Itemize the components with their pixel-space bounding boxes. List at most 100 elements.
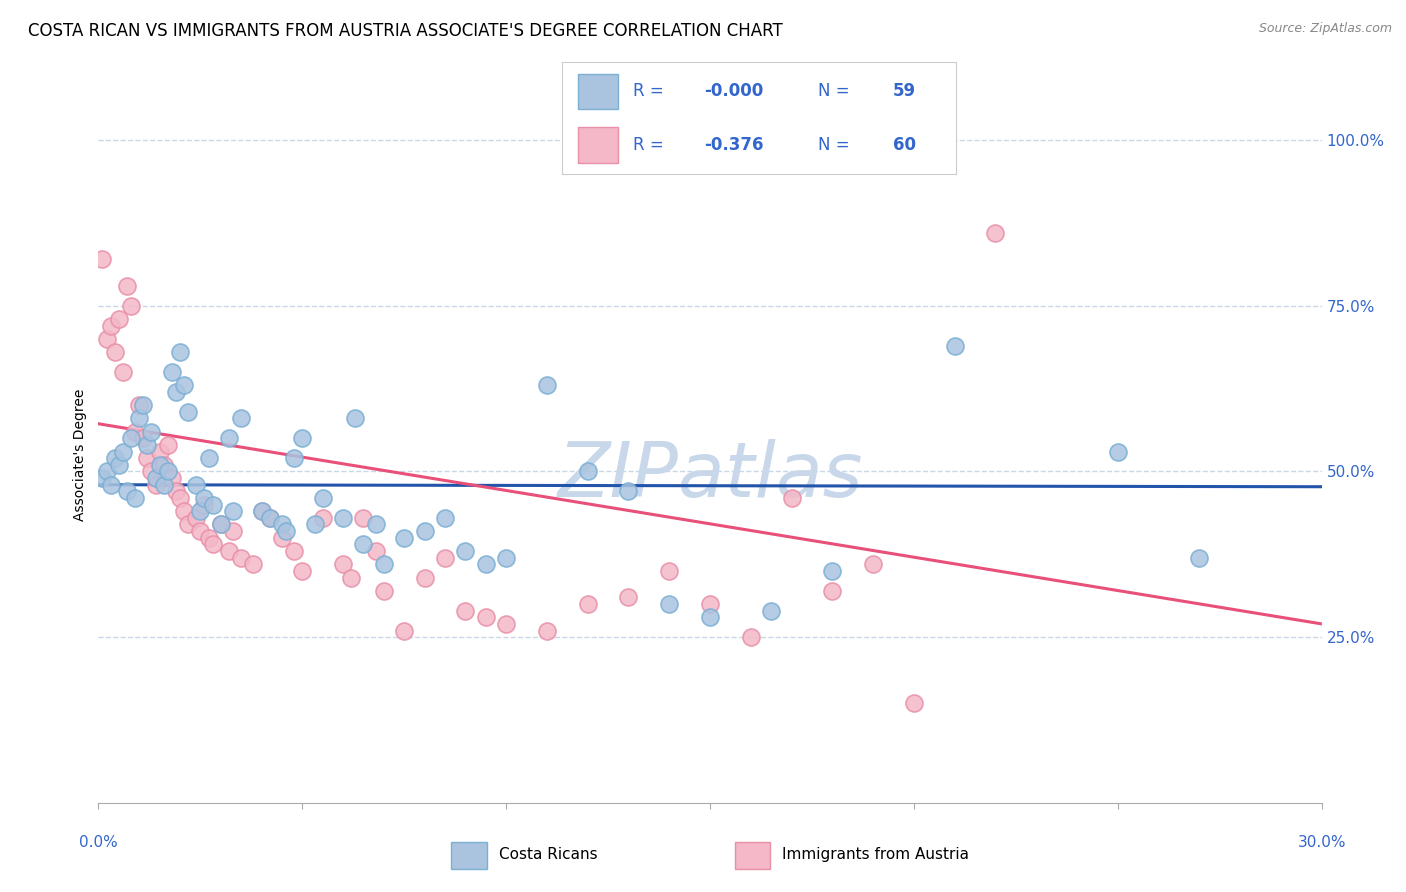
- Bar: [735, 842, 770, 869]
- Point: [120, 299, 142, 313]
- Point: [617, 484, 640, 499]
- Point: [250, 504, 273, 518]
- Point: [201, 498, 224, 512]
- Point: [132, 431, 155, 445]
- Point: [141, 465, 163, 479]
- Point: [100, 477, 122, 491]
- Point: [108, 458, 131, 472]
- Point: [141, 425, 163, 439]
- Point: [108, 312, 131, 326]
- Point: [124, 425, 146, 439]
- Point: [291, 564, 314, 578]
- Point: [197, 451, 219, 466]
- Point: [96, 332, 118, 346]
- Point: [291, 431, 314, 445]
- Text: -0.376: -0.376: [704, 136, 763, 154]
- Point: [111, 444, 134, 458]
- Point: [312, 491, 335, 505]
- Point: [104, 451, 127, 466]
- Point: [218, 544, 240, 558]
- Point: [177, 405, 200, 419]
- Point: [434, 511, 457, 525]
- Point: [761, 604, 783, 618]
- Point: [136, 451, 159, 466]
- Text: COSTA RICAN VS IMMIGRANTS FROM AUSTRIA ASSOCIATE'S DEGREE CORRELATION CHART: COSTA RICAN VS IMMIGRANTS FROM AUSTRIA A…: [28, 22, 783, 40]
- Point: [283, 544, 305, 558]
- Point: [536, 624, 558, 638]
- Point: [188, 524, 212, 538]
- Text: N =: N =: [818, 136, 855, 154]
- Point: [903, 697, 925, 711]
- Point: [699, 597, 721, 611]
- Point: [373, 583, 395, 598]
- Point: [495, 550, 517, 565]
- Point: [1188, 550, 1211, 565]
- Text: 0.0%: 0.0%: [79, 836, 118, 850]
- Point: [312, 511, 335, 525]
- Point: [160, 365, 183, 379]
- Point: [242, 558, 264, 572]
- Point: [943, 338, 966, 352]
- Point: [149, 458, 172, 472]
- Point: [165, 384, 187, 399]
- Point: [165, 484, 187, 499]
- Bar: [578, 74, 617, 109]
- Text: Costa Ricans: Costa Ricans: [499, 847, 598, 862]
- Point: [274, 524, 297, 538]
- Point: [222, 524, 245, 538]
- Point: [576, 597, 599, 611]
- Point: [197, 531, 219, 545]
- Point: [91, 471, 114, 485]
- Point: [173, 504, 195, 518]
- Point: [169, 345, 191, 359]
- Point: [96, 465, 118, 479]
- Point: [364, 517, 387, 532]
- Point: [132, 398, 155, 412]
- Point: [259, 511, 281, 525]
- Point: [156, 465, 179, 479]
- Point: [495, 616, 517, 631]
- Point: [283, 451, 305, 466]
- Y-axis label: Associate's Degree: Associate's Degree: [73, 389, 87, 521]
- Point: [231, 411, 253, 425]
- Point: [193, 498, 215, 512]
- Text: ZIPatlas: ZIPatlas: [557, 439, 863, 513]
- Point: [304, 517, 326, 532]
- Point: [340, 570, 363, 584]
- Point: [862, 558, 884, 572]
- Bar: [578, 127, 617, 162]
- Point: [699, 610, 721, 624]
- Point: [364, 544, 387, 558]
- Text: Source: ZipAtlas.com: Source: ZipAtlas.com: [1258, 22, 1392, 36]
- Point: [231, 550, 253, 565]
- Point: [434, 550, 457, 565]
- Point: [193, 491, 215, 505]
- Point: [344, 411, 367, 425]
- Point: [115, 484, 138, 499]
- Point: [160, 471, 183, 485]
- Text: N =: N =: [818, 82, 855, 101]
- Point: [188, 504, 212, 518]
- Point: [177, 517, 200, 532]
- Point: [413, 570, 436, 584]
- Point: [270, 531, 294, 545]
- Point: [186, 511, 208, 525]
- Point: [658, 597, 681, 611]
- Point: [474, 558, 498, 572]
- Point: [259, 511, 281, 525]
- Point: [91, 252, 114, 267]
- Point: [373, 558, 395, 572]
- Point: [821, 564, 844, 578]
- Point: [740, 630, 762, 644]
- Text: -0.000: -0.000: [704, 82, 763, 101]
- Point: [474, 610, 498, 624]
- Point: [124, 491, 146, 505]
- Point: [209, 517, 232, 532]
- Point: [111, 365, 134, 379]
- Bar: [451, 842, 486, 869]
- Point: [454, 544, 477, 558]
- Point: [136, 438, 159, 452]
- Point: [536, 378, 558, 392]
- Point: [821, 583, 844, 598]
- Text: R =: R =: [633, 82, 669, 101]
